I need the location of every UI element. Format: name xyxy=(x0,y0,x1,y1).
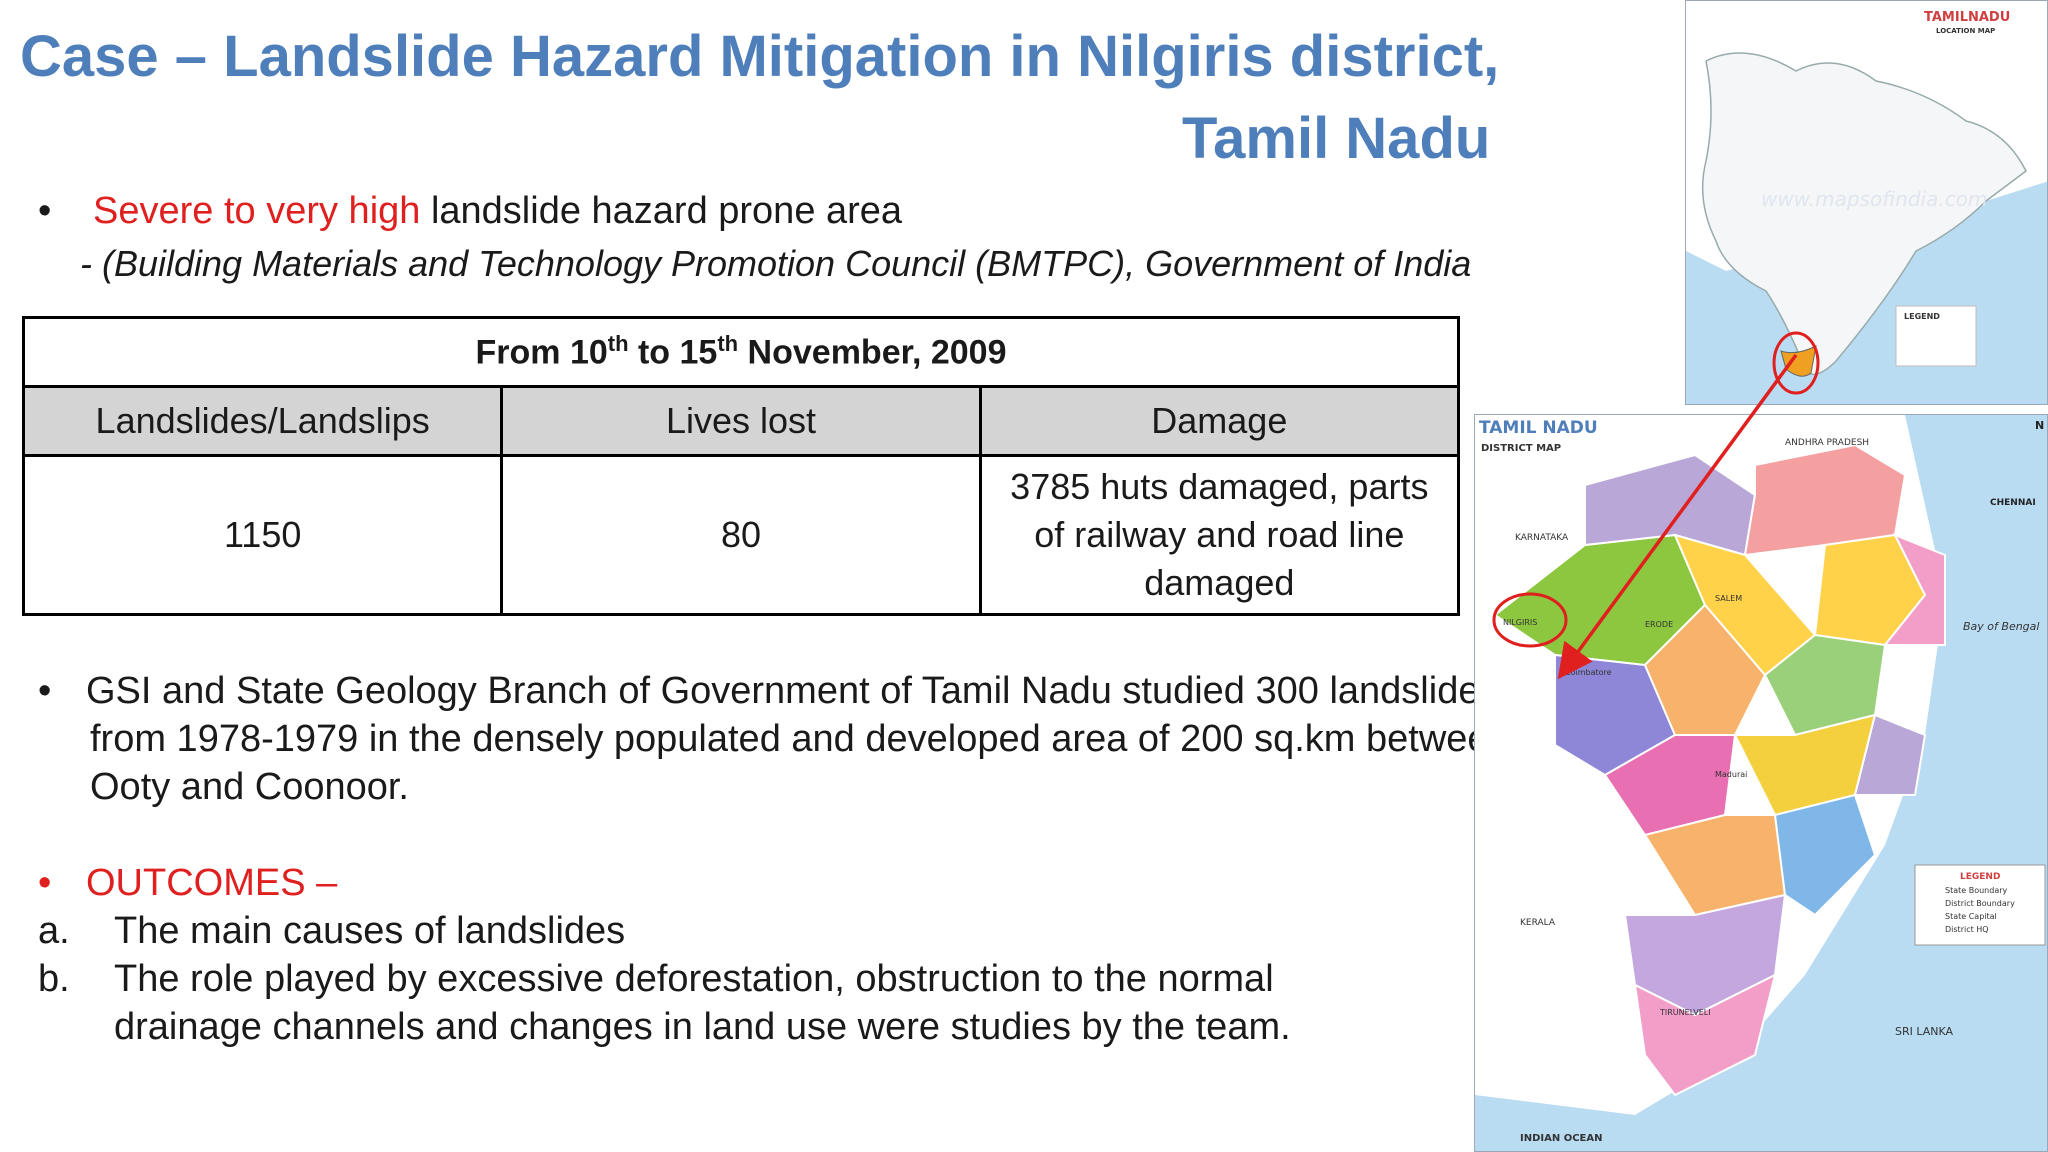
outcome-b-text-line1: The role played by excessive deforestati… xyxy=(114,958,1274,1000)
legend-item: State Capital xyxy=(1945,912,1997,921)
landslide-stats-table: From 10th to 15th November, 2009 Landsli… xyxy=(21,316,1461,616)
outcome-a-marker: a. xyxy=(38,910,70,952)
label-indian-ocean: INDIAN OCEAN xyxy=(1520,1133,1602,1144)
table-row: 1150 80 3785 huts damaged, parts of rail… xyxy=(21,454,1461,616)
label-tirunelveli: TIRUNELVELI xyxy=(1659,1008,1711,1017)
bullet1-text: Severe to very high landslide hazard pro… xyxy=(93,190,902,233)
cell-lives-lost: 80 xyxy=(500,454,982,616)
label-erode: ERODE xyxy=(1645,620,1673,629)
header-lives-lost: Lives lost xyxy=(500,385,982,457)
legend-item: State Boundary xyxy=(1945,886,2008,895)
legend-item: District Boundary xyxy=(1945,899,2015,908)
outcomes-heading: OUTCOMES – xyxy=(86,862,338,904)
cell-landslides: 1150 xyxy=(21,454,504,616)
locator-legend-title: LEGEND xyxy=(1904,312,1940,321)
label-coimbatore: Coimbatore xyxy=(1565,668,1612,677)
bullet-dot: • xyxy=(38,670,52,712)
bullet2-line3: Ooty and Coonoor. xyxy=(90,766,409,808)
caption-mid: to 15 xyxy=(628,333,718,372)
table-header-row: Landslides/Landslips Lives lost Damage xyxy=(21,385,1461,457)
legend-item: District HQ xyxy=(1945,925,1989,934)
caption-sup2: th xyxy=(717,331,739,357)
slide-title-line2: Tamil Nadu xyxy=(1182,106,1491,171)
outcomes-bullet-dot: • xyxy=(38,862,52,904)
district-map-subtitle: DISTRICT MAP xyxy=(1481,443,1561,454)
table-caption: From 10th to 15th November, 2009 xyxy=(22,316,1460,388)
outcome-a-text: The main causes of landslides xyxy=(114,910,626,952)
label-karnataka: KARNATAKA xyxy=(1515,533,1569,543)
label-kerala: KERALA xyxy=(1520,918,1556,928)
cell-damage: 3785 huts damaged, parts of railway and … xyxy=(978,454,1461,616)
north-arrow: N xyxy=(2035,419,2044,432)
tamilnadu-district-map: TAMIL NADU DISTRICT MAP ANDHRA PRADESH K… xyxy=(1474,414,2048,1152)
label-srilanka: SRI LANKA xyxy=(1895,1025,1954,1038)
district-legend-title: LEGEND xyxy=(1960,872,2000,882)
bullet1-rest-text: landslide hazard prone area xyxy=(420,190,903,232)
caption-suffix: November, 2009 xyxy=(738,333,1007,372)
header-damage: Damage xyxy=(978,385,1461,457)
locator-watermark: www.mapsofindia.com xyxy=(1761,187,1987,211)
bullet2-line1: GSI and State Geology Branch of Governme… xyxy=(86,670,1499,712)
bullet-dot: • xyxy=(38,190,52,232)
label-madurai: Madurai xyxy=(1715,770,1747,779)
label-salem: SALEM xyxy=(1715,594,1742,603)
locator-map-title: TAMILNADU xyxy=(1924,10,2010,25)
district-map-legend: LEGEND State Boundary District Boundary … xyxy=(1914,864,2046,946)
label-nilgiris: NILGIRIS xyxy=(1503,618,1537,627)
bullet1-red-text: Severe to very high xyxy=(93,190,421,232)
header-landslides: Landslides/Landslips xyxy=(21,385,504,457)
bullet1-source: - (Building Materials and Technology Pro… xyxy=(80,243,1472,284)
outcome-b-text-line2: drainage channels and changes in land us… xyxy=(114,1006,1291,1048)
caption-prefix: From 10 xyxy=(475,333,608,372)
table-caption-row: From 10th to 15th November, 2009 xyxy=(22,316,1460,388)
india-location-map: LEGEND www.mapsofindia.com TAMILNADU LOC… xyxy=(1685,0,2048,405)
locator-map-subtitle: LOCATION MAP xyxy=(1936,27,1995,35)
label-chennai: CHENNAI xyxy=(1990,498,2036,508)
caption-sup1: th xyxy=(607,331,629,357)
outcome-b-marker: b. xyxy=(38,958,70,1000)
label-bay: Bay of Bengal xyxy=(1963,620,2039,633)
district-map-title: TAMIL NADU xyxy=(1479,418,1598,438)
bullet2-line2: from 1978-1979 in the densely populated … xyxy=(90,718,1510,760)
district-map-graphic: TAMIL NADU DISTRICT MAP ANDHRA PRADESH K… xyxy=(1475,415,2047,1151)
label-andhra: ANDHRA PRADESH xyxy=(1785,438,1869,448)
slide-title-line1: Case – Landslide Hazard Mitigation in Ni… xyxy=(20,24,1500,89)
india-map-graphic: LEGEND www.mapsofindia.com TAMILNADU LOC… xyxy=(1686,1,2047,404)
